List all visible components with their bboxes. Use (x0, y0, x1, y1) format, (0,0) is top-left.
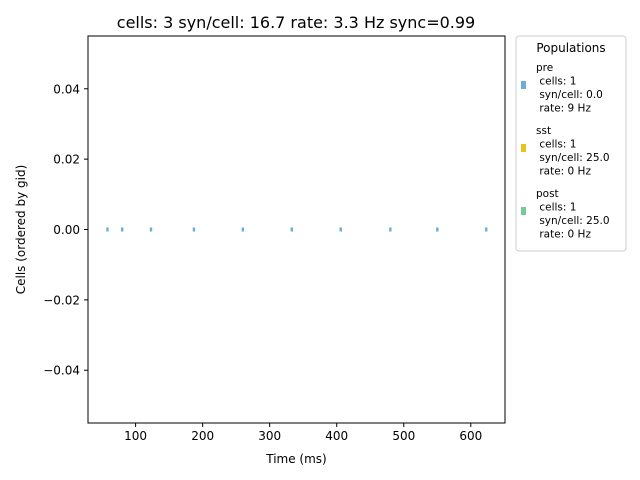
legend-entries: pre cells: 1 syn/cell: 0.0 rate: 9 Hz sst… (521, 62, 610, 241)
legend-entry-label: sst cells: 1 syn/cell: 25.0 rate: 0 Hz (536, 125, 610, 178)
x-tick-label: 600 (459, 429, 482, 443)
legend-swatch (521, 81, 526, 89)
chart-title: cells: 3 syn/cell: 16.7 rate: 3.3 Hz syn… (117, 13, 475, 32)
x-tick-label: 100 (124, 429, 147, 443)
spike-mark (389, 227, 392, 232)
spike-mark (149, 227, 153, 232)
spike-mark (339, 227, 342, 232)
x-tick-label: 400 (325, 429, 348, 443)
plot-frame (87, 35, 506, 424)
legend-title: Populations (536, 41, 605, 55)
spike-marks (106, 227, 488, 232)
y-axis-label: Cells (ordered by gid) (14, 165, 28, 295)
legend-swatch (521, 207, 526, 215)
legend: Populations pre cells: 1 syn/cell: 0.0 r… (515, 35, 627, 252)
spike-mark (192, 227, 196, 232)
legend-entry-label: pre cells: 1 syn/cell: 0.0 rate: 9 Hz (536, 62, 603, 115)
legend-entry-label: post cells: 1 syn/cell: 25.0 rate: 0 Hz (536, 188, 610, 241)
y-tick-label: −0.04 (43, 364, 80, 378)
x-axis-label: Time (ms) (265, 452, 327, 466)
spike-mark (241, 227, 245, 232)
x-tick-label: 300 (258, 429, 281, 443)
y-tick-label: 0.04 (53, 82, 80, 96)
x-tick-label: 200 (191, 429, 214, 443)
x-tick-label: 500 (392, 429, 415, 443)
spike-mark (120, 227, 124, 232)
spike-mark (436, 227, 439, 232)
x-axis: 100 200 300 400 500 600 (124, 423, 482, 443)
legend-box (515, 35, 627, 252)
spike-mark (485, 227, 488, 232)
spike-mark (106, 227, 109, 232)
y-tick-label: −0.02 (43, 293, 80, 307)
spike-mark (290, 227, 294, 232)
y-tick-label: 0.02 (53, 153, 80, 167)
y-axis: 0.04 0.02 0.00 −0.02 −0.04 (43, 82, 88, 378)
legend-swatch (521, 144, 526, 152)
y-tick-label: 0.00 (53, 223, 80, 237)
